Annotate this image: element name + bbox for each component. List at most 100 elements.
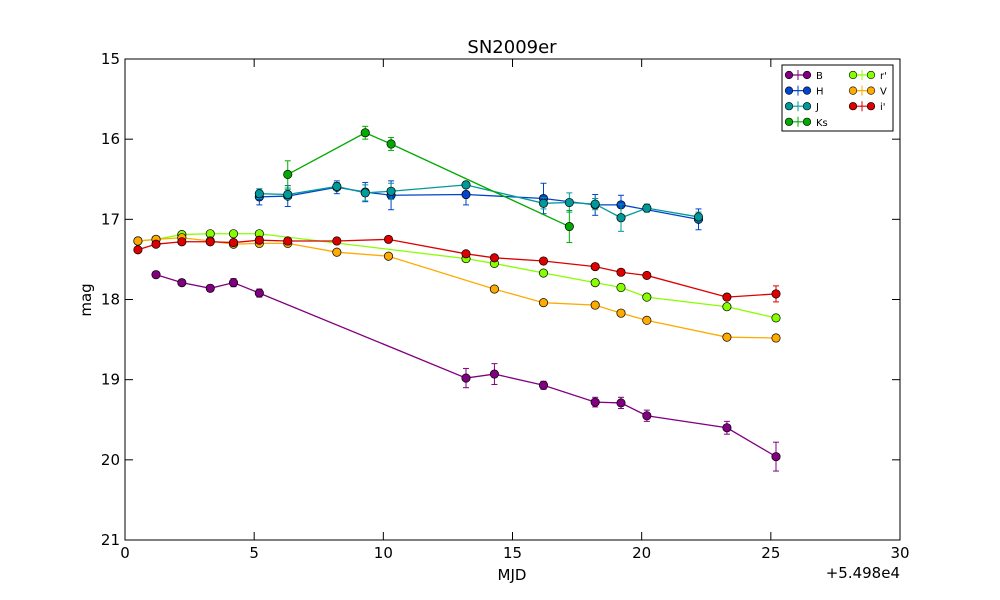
data-point bbox=[133, 236, 143, 246]
data-point bbox=[283, 189, 293, 200]
data-point bbox=[538, 298, 549, 308]
x-tick-label: 10 bbox=[374, 544, 393, 562]
data-point bbox=[383, 234, 394, 244]
data-point bbox=[254, 235, 264, 245]
x-tick-label: 25 bbox=[761, 544, 780, 562]
data-point bbox=[489, 253, 499, 263]
legend-label: J bbox=[815, 102, 819, 113]
x-tick-label: 20 bbox=[632, 544, 651, 562]
data-point bbox=[151, 270, 161, 280]
x-tick-label: 0 bbox=[120, 544, 130, 562]
data-point bbox=[360, 128, 370, 138]
data-point bbox=[386, 139, 396, 149]
data-point bbox=[254, 189, 264, 199]
legend-label: B bbox=[816, 71, 823, 82]
series-ip bbox=[133, 234, 781, 303]
data-point bbox=[722, 332, 732, 342]
legend-marker bbox=[866, 70, 876, 80]
series-v bbox=[133, 233, 781, 343]
series-j bbox=[254, 180, 704, 232]
data-point bbox=[771, 333, 781, 343]
legend-marker bbox=[802, 70, 812, 80]
data-point bbox=[538, 198, 549, 208]
series-line bbox=[137, 237, 777, 339]
data-point bbox=[205, 283, 215, 293]
data-point bbox=[151, 239, 161, 249]
x-tick-label: 30 bbox=[890, 544, 909, 562]
data-point bbox=[177, 237, 187, 247]
plot-area bbox=[133, 125, 781, 472]
x-offset-label: +5.498e4 bbox=[826, 564, 900, 582]
data-point bbox=[642, 315, 652, 325]
data-point bbox=[771, 289, 781, 299]
data-point bbox=[564, 197, 574, 208]
legend-label: Ks bbox=[816, 118, 828, 129]
series-line bbox=[259, 186, 699, 220]
legend-label: V bbox=[880, 87, 887, 98]
x-axis: 0 5 10 15 20 25 30 bbox=[120, 59, 910, 562]
y-tick-label: 16 bbox=[101, 130, 120, 148]
legend-marker bbox=[802, 86, 812, 95]
legend-marker bbox=[784, 70, 794, 80]
legend-marker bbox=[866, 102, 876, 111]
y-tick-label: 21 bbox=[101, 531, 120, 549]
legend-marker bbox=[866, 86, 876, 95]
data-point bbox=[461, 180, 471, 190]
data-point bbox=[177, 278, 187, 288]
legend-item: r' bbox=[848, 70, 887, 82]
x-tick-label: 15 bbox=[503, 544, 522, 562]
data-point bbox=[771, 313, 781, 323]
data-point bbox=[616, 282, 626, 293]
data-point bbox=[590, 300, 600, 310]
y-tick-label: 15 bbox=[101, 50, 120, 68]
legend-item: J bbox=[784, 101, 819, 113]
data-point bbox=[254, 288, 264, 298]
x-tick-label: 5 bbox=[249, 544, 259, 562]
data-point bbox=[642, 292, 652, 302]
data-point bbox=[590, 278, 600, 288]
data-point bbox=[538, 268, 549, 278]
data-point bbox=[228, 278, 239, 288]
y-tick-label: 19 bbox=[101, 371, 120, 389]
legend-marker bbox=[784, 117, 794, 126]
data-point bbox=[283, 169, 293, 179]
data-point bbox=[283, 236, 293, 246]
y-tick-label: 20 bbox=[101, 451, 120, 469]
data-point bbox=[332, 236, 342, 246]
data-point bbox=[538, 380, 549, 390]
legend-marker bbox=[784, 102, 794, 111]
y-tick-label: 17 bbox=[101, 210, 120, 228]
legend-item: V bbox=[848, 85, 887, 98]
data-point bbox=[489, 284, 499, 294]
data-point bbox=[332, 181, 342, 192]
data-point bbox=[461, 373, 471, 383]
data-point bbox=[133, 245, 143, 255]
data-point bbox=[332, 247, 342, 257]
legend: BHJ Ks r' Vi' bbox=[781, 64, 894, 132]
y-tick-label: 18 bbox=[101, 291, 120, 309]
data-point bbox=[616, 398, 626, 408]
legend-marker bbox=[802, 102, 812, 111]
series-line bbox=[137, 233, 777, 319]
legend-item: B bbox=[784, 70, 823, 82]
data-point bbox=[205, 237, 215, 247]
data-point bbox=[538, 256, 549, 266]
series-b bbox=[151, 270, 781, 472]
x-axis-label: MJD bbox=[498, 566, 527, 584]
data-point bbox=[228, 238, 239, 248]
data-point bbox=[386, 186, 396, 196]
data-point bbox=[590, 262, 600, 272]
legend-marker bbox=[802, 117, 812, 126]
data-point bbox=[590, 199, 600, 209]
legend-item: Ks bbox=[784, 116, 828, 129]
chart-title: SN2009er bbox=[467, 37, 557, 58]
series-ks bbox=[283, 125, 574, 244]
legend-marker bbox=[784, 86, 794, 95]
data-point bbox=[642, 203, 652, 213]
data-point bbox=[616, 213, 626, 223]
data-point bbox=[461, 249, 471, 259]
data-point bbox=[722, 423, 732, 433]
data-point bbox=[722, 292, 732, 302]
legend-label: r' bbox=[880, 71, 887, 82]
